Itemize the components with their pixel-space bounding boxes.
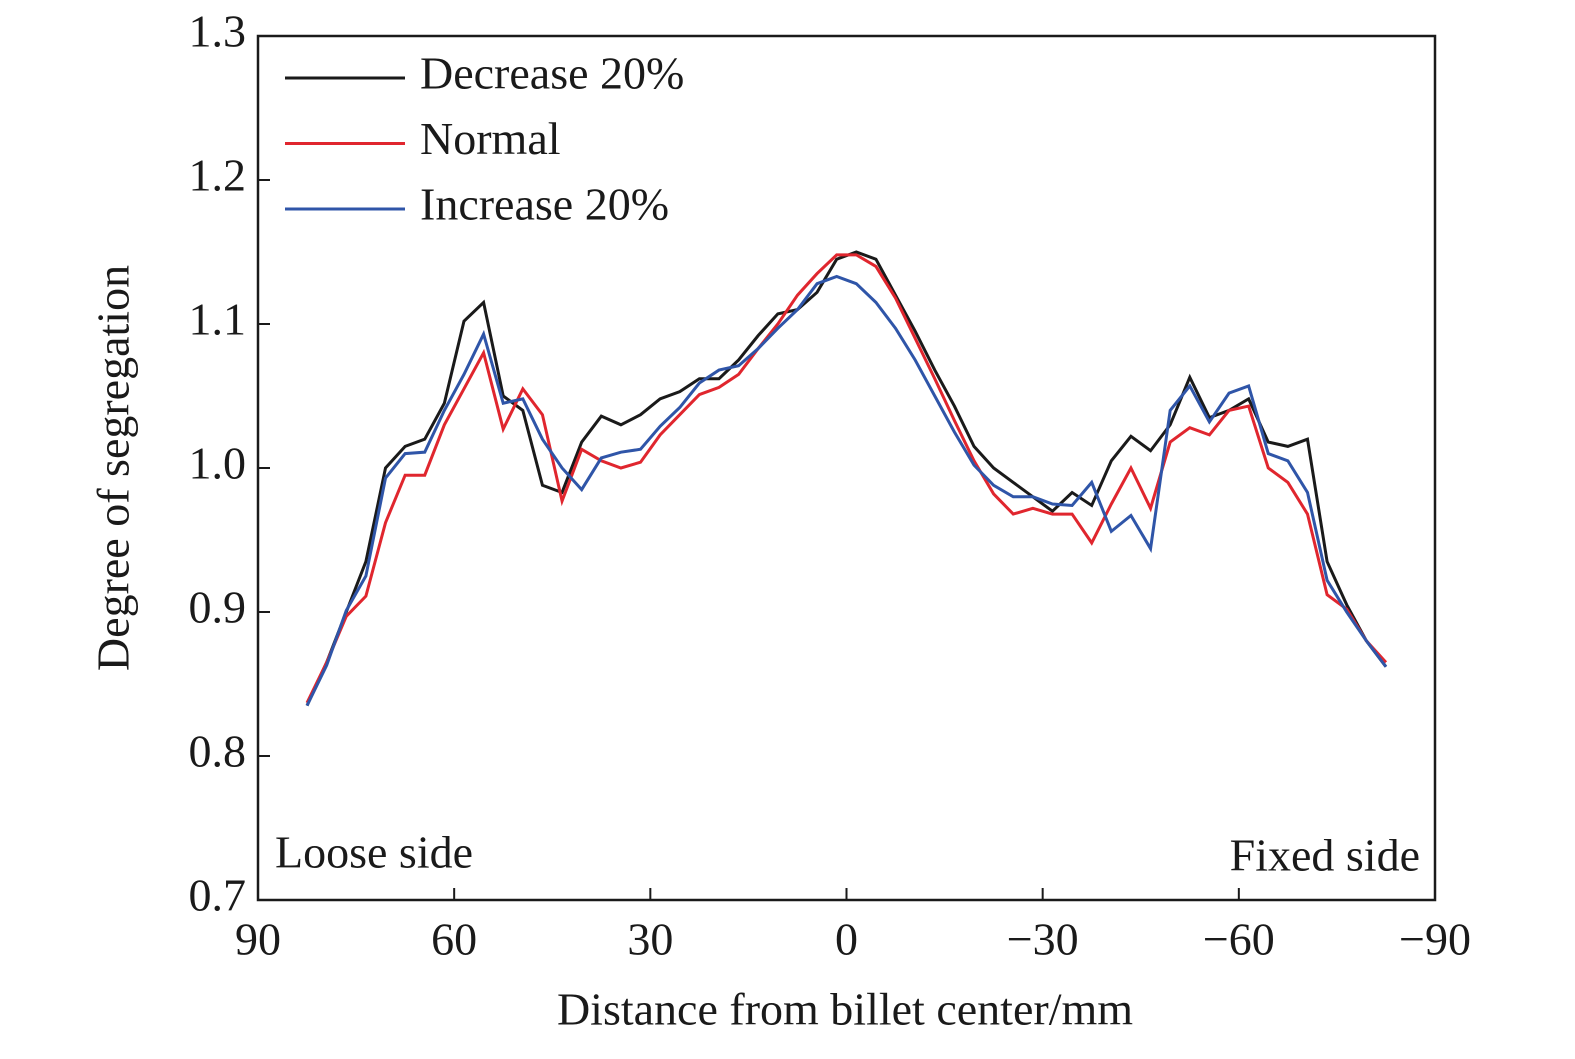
data-line [305,250,1388,707]
y-tick-label: 1.0 [189,438,247,489]
y-tick-label: 0.9 [189,582,247,633]
annotation: Fixed side [1230,830,1420,881]
x-tick-label: 60 [431,914,477,965]
legend-label: Normal [420,113,561,164]
data-line [305,253,1388,704]
y-tick-label: 1.3 [189,6,247,57]
x-tick-label: −90 [1399,914,1471,965]
y-tick-label: 1.2 [189,150,247,201]
y-axis-label: Degree of segregation [88,265,139,671]
y-tick-label: 0.8 [189,726,247,777]
x-axis-label: Distance from billet center/mm [557,984,1133,1035]
x-tick-label: −30 [1007,914,1079,965]
y-tick-label: 1.1 [189,294,247,345]
x-tick-label: 90 [235,914,281,965]
x-tick-label: −60 [1203,914,1275,965]
data-line [305,274,1388,707]
legend-label: Decrease 20% [420,48,684,99]
legend-label: Increase 20% [420,179,669,230]
y-tick-label: 0.7 [189,870,247,921]
annotation: Loose side [275,827,473,878]
plot-frame [256,34,1437,902]
x-tick-label: 0 [835,914,858,965]
x-tick-label: 30 [627,914,673,965]
